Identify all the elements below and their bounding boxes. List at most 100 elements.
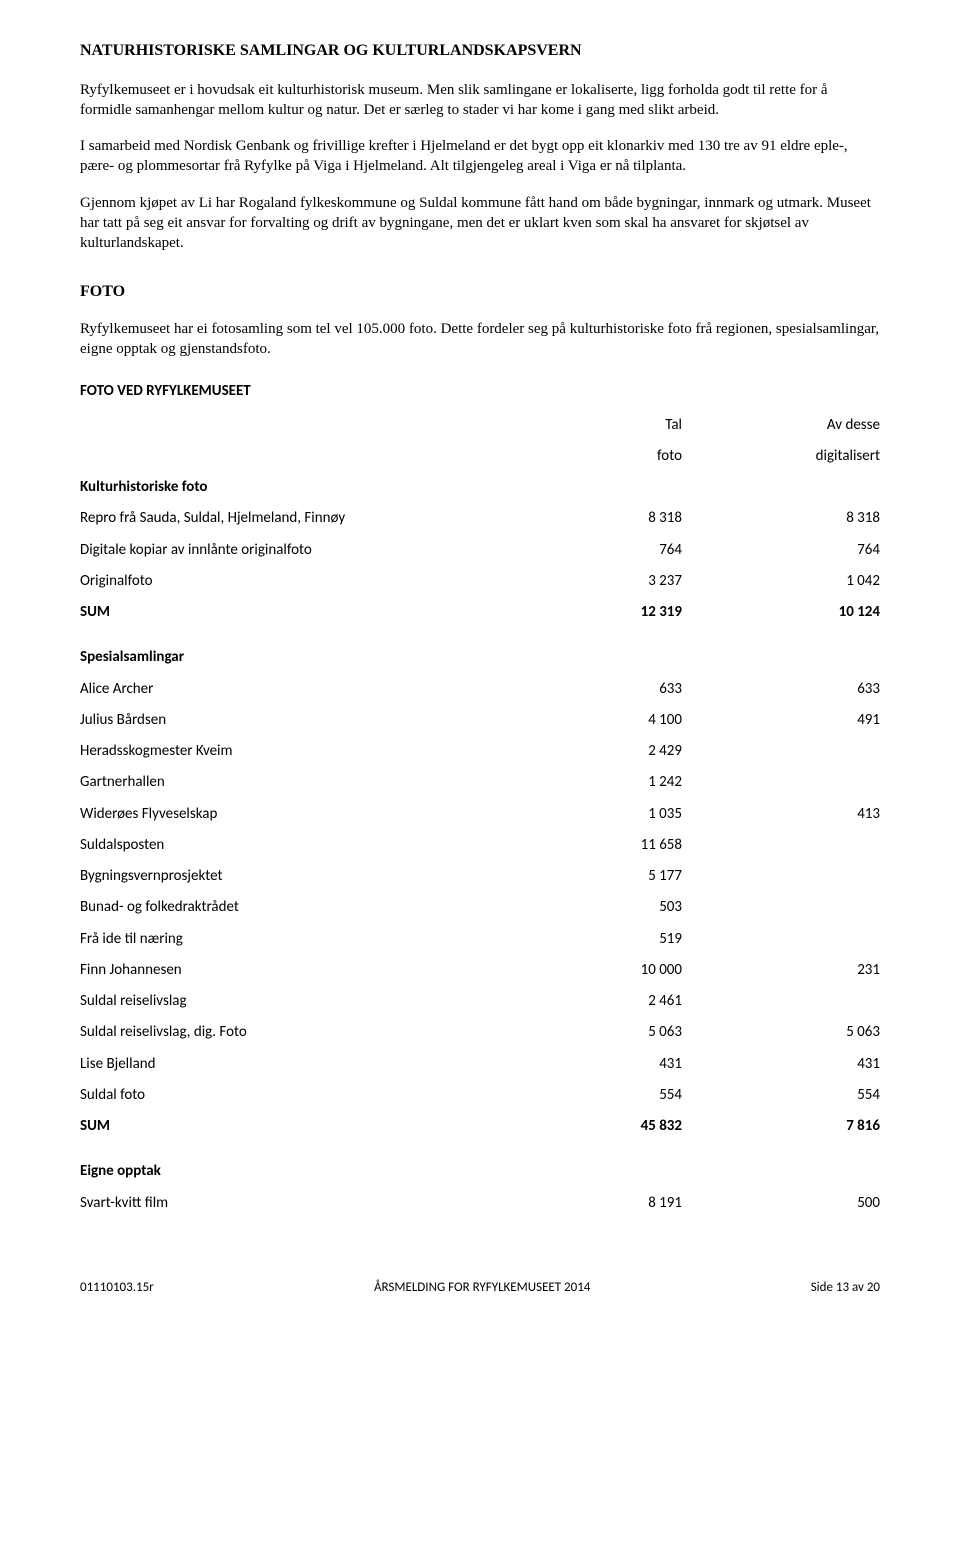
row-v2 [712,924,880,955]
paragraph-intro-2: I samarbeid med Nordisk Genbank og frivi… [80,136,880,177]
row-v1: 5 063 [544,1017,712,1048]
table-row: Suldalsposten11 658 [80,830,880,861]
row-v1: 764 [544,535,712,566]
row-label: Svart-kvitt film [80,1188,544,1219]
row-label: Finn Johannesen [80,955,544,986]
row-v1: 11 658 [544,830,712,861]
row-v2 [712,861,880,892]
row-v2: 500 [712,1188,880,1219]
table-row: Originalfoto3 2371 042 [80,566,880,597]
table-row: Julius Bårdsen4 100491 [80,705,880,736]
row-v2: 413 [712,799,880,830]
row-label: Suldalsposten [80,830,544,861]
row-v1: 5 177 [544,861,712,892]
row-label: Frå ide til næring [80,924,544,955]
row-v1: 2 429 [544,736,712,767]
section-title: Eigne opptak [80,1142,544,1187]
row-v1: 4 100 [544,705,712,736]
row-v1: 554 [544,1080,712,1111]
table-row: Heradsskogmester Kveim2 429 [80,736,880,767]
table-row: Widerøes Flyveselskap1 035413 [80,799,880,830]
row-v2: 554 [712,1080,880,1111]
table-row: Frå ide til næring519 [80,924,880,955]
row-label: Widerøes Flyveselskap [80,799,544,830]
table-row: Alice Archer633633 [80,674,880,705]
row-v1: 8 191 [544,1188,712,1219]
section-eigne: Eigne opptak [80,1142,880,1187]
row-v1: 10 000 [544,955,712,986]
sum-v1: 45 832 [544,1111,712,1142]
row-v2: 491 [712,705,880,736]
section-kulturhistoriske: Kulturhistoriske foto [80,472,880,503]
table-row: Lise Bjelland431431 [80,1049,880,1080]
row-label: Heradsskogmester Kveim [80,736,544,767]
sum-row-spes: SUM 45 832 7 816 [80,1111,880,1142]
row-v1: 1 242 [544,767,712,798]
row-v2 [712,986,880,1017]
table-row: Repro frå Sauda, Suldal, Hjelmeland, Fin… [80,503,880,534]
table-header-row-1: Tal Av desse [80,410,880,441]
row-label: Suldal foto [80,1080,544,1111]
section-title: Kulturhistoriske foto [80,472,544,503]
row-label: Alice Archer [80,674,544,705]
row-v2: 431 [712,1049,880,1080]
row-v1: 633 [544,674,712,705]
section-title: Spesialsamlingar [80,628,544,673]
section-spesial: Spesialsamlingar [80,628,880,673]
table-row: Suldal foto554554 [80,1080,880,1111]
row-label: Lise Bjelland [80,1049,544,1080]
table-header-row-2: foto digitalisert [80,441,880,472]
heading-naturhistoriske: NATURHISTORISKE SAMLINGAR OG KULTURLANDS… [80,40,880,62]
row-label: Suldal reiselivslag [80,986,544,1017]
sum-label: SUM [80,1111,544,1142]
footer-right: Side 13 av 20 [811,1279,880,1297]
row-v2: 8 318 [712,503,880,534]
table-row: Bunad- og folkedraktrådet503 [80,892,880,923]
row-v2 [712,892,880,923]
row-v1: 8 318 [544,503,712,534]
row-v2 [712,830,880,861]
col-header-avdesse: Av desse [712,410,880,441]
row-v2: 764 [712,535,880,566]
row-v2 [712,736,880,767]
paragraph-intro-3: Gjennom kjøpet av Li har Rogaland fylkes… [80,193,880,254]
row-v2 [712,767,880,798]
table-row: Bygningsvernprosjektet5 177 [80,861,880,892]
row-v1: 2 461 [544,986,712,1017]
table-row: Gartnerhallen1 242 [80,767,880,798]
heading-foto: FOTO [80,281,880,303]
table-row: Svart-kvitt film8 191500 [80,1188,880,1219]
row-v1: 1 035 [544,799,712,830]
row-v2: 1 042 [712,566,880,597]
foto-table-wrap: Tal Av desse foto digitalisert Kulturhis… [80,410,880,1219]
page-footer: 01110103.15r ÅRSMELDING FOR RYFYLKEMUSEE… [80,1279,880,1297]
row-v1: 519 [544,924,712,955]
table-row: Digitale kopiar av innlånte originalfoto… [80,535,880,566]
row-label: Bygningsvernprosjektet [80,861,544,892]
row-label: Digitale kopiar av innlånte originalfoto [80,535,544,566]
sum-v1: 12 319 [544,597,712,628]
row-v1: 3 237 [544,566,712,597]
row-label: Gartnerhallen [80,767,544,798]
row-label: Originalfoto [80,566,544,597]
row-v2: 633 [712,674,880,705]
sum-label: SUM [80,597,544,628]
footer-center: ÅRSMELDING FOR RYFYLKEMUSEET 2014 [374,1279,590,1297]
col-header-tal: Tal [544,410,712,441]
subheading-foto-ved: FOTO VED RYFYLKEMUSEET [80,381,880,401]
row-v2: 5 063 [712,1017,880,1048]
row-label: Suldal reiselivslag, dig. Foto [80,1017,544,1048]
sum-row-kult: SUM 12 319 10 124 [80,597,880,628]
footer-left: 01110103.15r [80,1279,154,1297]
row-v1: 503 [544,892,712,923]
row-label: Julius Bårdsen [80,705,544,736]
table-row: Suldal reiselivslag2 461 [80,986,880,1017]
row-v2: 231 [712,955,880,986]
table-row: Suldal reiselivslag, dig. Foto5 0635 063 [80,1017,880,1048]
foto-table: Tal Av desse foto digitalisert Kulturhis… [80,410,880,1219]
row-v1: 431 [544,1049,712,1080]
paragraph-intro-1: Ryfylkemuseet er i hovudsak eit kulturhi… [80,80,880,121]
sum-v2: 10 124 [712,597,880,628]
table-row: Finn Johannesen10 000231 [80,955,880,986]
row-label: Repro frå Sauda, Suldal, Hjelmeland, Fin… [80,503,544,534]
